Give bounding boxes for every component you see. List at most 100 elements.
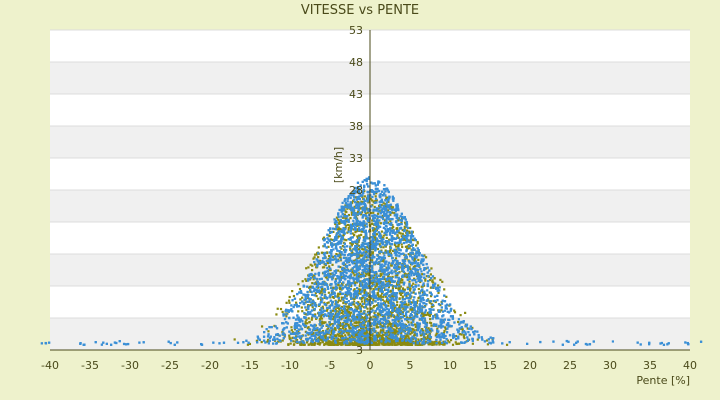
data-point: [379, 334, 382, 337]
data-point: [355, 321, 358, 325]
data-point: [447, 318, 450, 321]
data-point: [340, 282, 344, 285]
data-point: [401, 296, 404, 300]
data-point: [392, 328, 395, 331]
data-point: [391, 275, 394, 279]
data-point: [340, 292, 343, 296]
data-point: [356, 248, 359, 251]
data-point: [374, 285, 377, 288]
data-point: [330, 332, 333, 335]
data-point: [391, 310, 394, 314]
data-point: [424, 332, 428, 335]
data-point: [362, 271, 365, 274]
data-point: [404, 338, 407, 341]
data-point: [292, 294, 296, 298]
data-point: [351, 232, 354, 235]
data-point: [411, 230, 414, 233]
data-point: [371, 204, 374, 207]
data-point: [390, 290, 393, 293]
data-point: [375, 225, 378, 229]
data-point: [355, 306, 358, 309]
data-point: [334, 222, 337, 226]
data-point: [471, 326, 474, 330]
data-point: [451, 343, 455, 346]
data-point: [333, 334, 337, 337]
data-point: [356, 343, 359, 346]
data-point: [353, 209, 356, 212]
data-point: [347, 342, 350, 345]
data-point: [372, 240, 375, 243]
data-point: [363, 337, 366, 340]
data-point: [324, 321, 327, 324]
data-point: [394, 245, 398, 248]
data-point: [349, 242, 352, 245]
data-point: [317, 304, 321, 307]
data-point: [376, 282, 379, 285]
data-point: [344, 293, 347, 296]
data-point: [349, 312, 352, 315]
data-point: [291, 336, 294, 339]
data-point: [350, 201, 353, 205]
data-point: [387, 280, 390, 283]
data-point: [287, 343, 290, 346]
data-point: [366, 307, 369, 310]
data-point: [445, 295, 448, 298]
data-point: [394, 309, 397, 313]
data-point: [357, 307, 360, 310]
data-point: [248, 342, 252, 346]
data-point: [368, 272, 371, 275]
data-point: [379, 272, 382, 275]
data-point: [356, 242, 359, 245]
data-point: [375, 192, 378, 195]
data-point: [424, 278, 427, 281]
data-point: [375, 341, 378, 344]
data-point: [437, 341, 441, 345]
data-point: [395, 284, 399, 287]
data-point: [327, 269, 331, 272]
data-point: [362, 327, 365, 330]
data-point: [398, 271, 401, 274]
data-point: [379, 256, 382, 259]
data-point: [428, 333, 432, 336]
data-point: [293, 328, 297, 331]
data-point: [408, 231, 411, 234]
data-point: [339, 324, 343, 327]
data-point: [344, 226, 347, 230]
data-point: [380, 203, 383, 207]
data-point: [382, 295, 385, 298]
data-point: [378, 275, 382, 278]
data-point: [364, 251, 367, 254]
data-point: [366, 211, 369, 214]
data-point: [331, 255, 335, 258]
data-point: [289, 342, 292, 345]
data-point: [311, 306, 314, 309]
data-point: [356, 228, 360, 231]
data-point: [366, 300, 369, 303]
data-point: [392, 225, 395, 229]
data-point: [412, 238, 415, 242]
data-point: [366, 245, 369, 249]
data-point: [426, 311, 429, 314]
data-point: [370, 211, 373, 215]
data-point: [427, 343, 430, 346]
data-point: [347, 230, 350, 233]
data-point: [362, 236, 366, 239]
data-point: [370, 336, 373, 339]
data-point: [337, 269, 340, 272]
data-point: [385, 343, 388, 346]
data-point: [366, 292, 370, 295]
data-point: [427, 336, 430, 339]
data-point: [393, 242, 397, 245]
data-point: [411, 309, 415, 312]
data-point: [358, 329, 361, 332]
data-point: [413, 277, 416, 280]
data-point: [356, 237, 360, 240]
data-point: [456, 320, 460, 324]
data-point: [360, 230, 363, 233]
data-point: [459, 314, 462, 317]
data-point: [307, 296, 310, 300]
data-point: [407, 230, 411, 233]
data-point: [395, 248, 398, 251]
data-point: [329, 272, 332, 275]
data-point: [353, 340, 357, 343]
